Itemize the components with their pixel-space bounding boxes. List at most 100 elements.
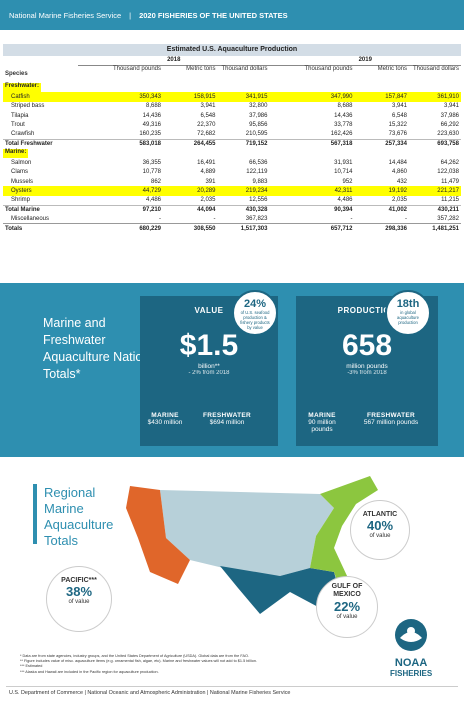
table-row: Marine: (3, 148, 461, 159)
table-cell: 157,847 (354, 92, 409, 102)
table-cell: 9,883 (252, 178, 268, 185)
species-name: Tilapia (11, 112, 29, 119)
production-badge-figure: 18th (396, 298, 420, 310)
atlantic-pct: 40% (366, 518, 394, 533)
table-cell: 350,343 (78, 92, 164, 102)
table-cell: 583,018 (78, 138, 164, 149)
table-cell (269, 83, 354, 92)
production-badge: 18th in global aquaculture production (385, 290, 431, 336)
table-cell: 160,235 (139, 131, 162, 138)
table-cell: 308,550 (163, 223, 218, 234)
table-row: Clams 10,778 4,889 122,119 10,714 4,860 122,03… (3, 168, 461, 177)
value-freshwater: FRESHWATER $694 million (192, 412, 262, 426)
table-cell: 6,548 (200, 112, 216, 119)
table-title: Estimated U.S. Aquaculture Production (3, 44, 461, 56)
table-cell: - (350, 215, 353, 222)
gulf-name: GULF OF MEXICO (331, 583, 363, 598)
production-amount: 658 (341, 329, 393, 362)
species-name: Marine: (3, 148, 29, 159)
table-row: Totals 680,229 308,550 1,517,303 657,712 298,… (3, 223, 461, 234)
col-header: Thousand pounds (304, 65, 353, 72)
species-name: Miscellaneous (11, 215, 50, 222)
value-marine: MARINE $430 million (140, 412, 190, 426)
value-amount: $1.5 (179, 329, 239, 362)
table-cell (163, 149, 217, 158)
species-name: Total Freshwater (3, 138, 78, 149)
header-bar: National Marine Fisheries Service | 2020… (0, 0, 464, 30)
table-cell: 4,860 (391, 169, 407, 176)
table-row: Miscellaneous - - 367,823 - - 357,282 (3, 214, 461, 223)
value-unit: billion** (198, 363, 220, 370)
value-badge-figure: 24% (243, 298, 267, 310)
table-cell: 32,800 (249, 103, 268, 110)
species-name: Totals (3, 223, 78, 234)
table-cell: 430,211 (409, 204, 461, 215)
table-cell: - (159, 215, 162, 222)
footnote: *** Estimated (20, 664, 43, 669)
table-cell (355, 83, 410, 92)
table-row: Oysters 44,729 20,289 219,234 42,311 19,192 22… (3, 186, 461, 196)
pacific-of: of value (68, 599, 90, 605)
table-cell: 36,355 (142, 159, 162, 166)
table-row: Crawfish 160,235 72,682 210,595 162,426 73,67… (3, 130, 461, 139)
table-cell (217, 83, 269, 92)
table-cell: 14,436 (334, 112, 353, 119)
species-name: Shrimp (11, 197, 31, 204)
table-cell: 3,941 (391, 103, 407, 110)
table-cell: 14,436 (142, 112, 162, 119)
value-fresh-label: FRESHWATER (202, 412, 252, 419)
table-cell: 6,548 (391, 112, 407, 119)
gulf-pct: 22% (333, 599, 361, 614)
table-cell: 64,262 (440, 159, 459, 166)
table-cell: 3,941 (200, 103, 216, 110)
table-cell: 12,556 (249, 197, 268, 204)
footer: U.S. Department of Commerce | National O… (9, 690, 291, 696)
table-cell: 90,394 (269, 204, 355, 215)
footnote: ** Figure includes value of misc. aquacu… (20, 659, 258, 664)
species-name: Total Marine (3, 204, 78, 215)
species-header: Species (5, 71, 28, 77)
table-cell: 862 (151, 178, 162, 185)
table-cell (409, 83, 461, 92)
table-cell: 3,941 (443, 103, 459, 110)
col-header: Metric tons (377, 65, 407, 72)
table-cell: 257,334 (354, 138, 409, 149)
year-2018: 2018 (78, 56, 270, 66)
table-cell: 223,630 (437, 131, 459, 138)
col-header: Metric tons (186, 65, 216, 72)
table-cell (409, 149, 461, 158)
footnotes: * Data are from state agencies, industry… (20, 654, 380, 675)
table-cell: 298,336 (354, 223, 409, 234)
table-cell: - (213, 215, 216, 222)
gulf-region (220, 566, 342, 614)
value-fresh-amount: $694 million (209, 419, 245, 426)
table-cell: 10,714 (334, 169, 353, 176)
table-cell: 567,318 (269, 138, 355, 149)
production-marine-label: MARINE (308, 412, 336, 419)
table-cell: 95,856 (249, 122, 268, 129)
production-marine: MARINE 90 million pounds (298, 412, 346, 433)
us-regional-map (126, 476, 378, 614)
table-cell: 10,778 (142, 169, 162, 176)
inland-region (160, 490, 334, 576)
table-cell: 680,229 (78, 223, 164, 234)
table-cell: 122,119 (246, 169, 268, 176)
table-cell: 66,292 (440, 122, 459, 129)
table-cell: 357,282 (437, 215, 459, 222)
table-cell: 44,094 (163, 204, 218, 215)
noaa-subtitle: FISHERIES (390, 669, 433, 678)
pacific-name: PACIFIC*** (61, 577, 97, 584)
value-marine-label: MARINE (151, 412, 179, 419)
table-row: Tilapia 14,436 6,548 37,986 14,436 6,548 37,98… (3, 111, 461, 120)
species-name: Crawfish (11, 131, 35, 138)
table-cell (269, 149, 354, 158)
production-unit: million pounds (346, 363, 388, 370)
production-change: -3% from 2018 (347, 370, 387, 376)
table-cell: 37,986 (440, 112, 459, 119)
regional-title: Regional Marine Aquaculture Totals (44, 485, 114, 548)
production-marine-amount: 90 million pounds (308, 419, 336, 433)
table-cell: 952 (342, 178, 353, 185)
table-cell (78, 149, 163, 158)
table-row: Total Marine 97,210 44,094 430,328 90,394 41,… (3, 204, 461, 215)
table-cell: 162,426 (330, 131, 353, 138)
